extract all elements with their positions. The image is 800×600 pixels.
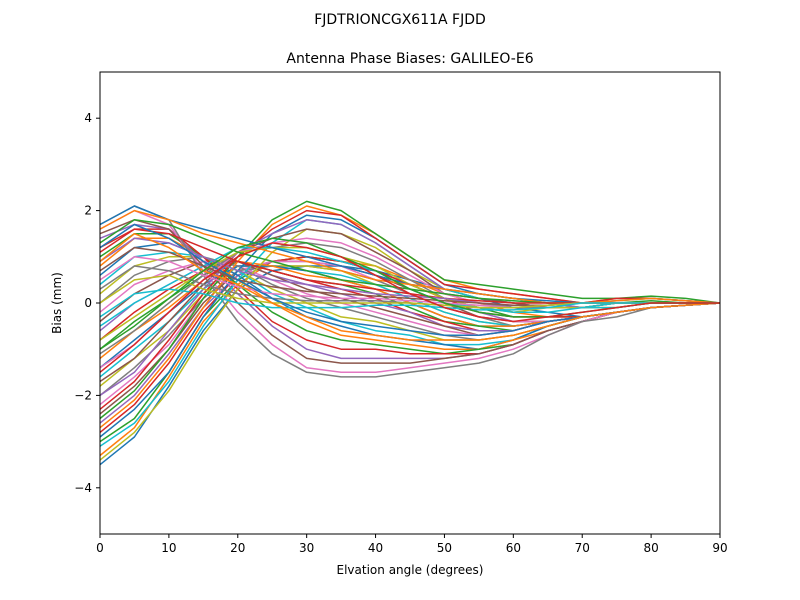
y-tick-label: −4 — [74, 481, 92, 495]
x-tick-label: 0 — [96, 541, 104, 555]
x-tick-label: 80 — [643, 541, 658, 555]
series-line-50 — [99, 288, 720, 318]
x-tick-label: 10 — [161, 541, 176, 555]
y-axis: −4 −2 0 2 4 — [74, 111, 100, 495]
x-tick-label: 30 — [299, 541, 314, 555]
plot-area — [99, 71, 721, 535]
x-tick-label: 90 — [712, 541, 727, 555]
x-tick-label: 20 — [230, 541, 245, 555]
chart-title: Antenna Phase Biases: GALILEO-E6 — [286, 51, 533, 67]
x-tick-label: 50 — [437, 541, 452, 555]
y-axis-label: Bias (mm) — [50, 272, 64, 334]
y-tick-label: 4 — [84, 111, 92, 125]
series-layer — [99, 200, 721, 466]
x-tick-label: 70 — [575, 541, 590, 555]
series-line-42 — [99, 209, 721, 304]
y-tick-label: −2 — [74, 388, 92, 402]
x-axis-label: Elvation angle (degrees) — [337, 563, 484, 577]
x-tick-label: 40 — [368, 541, 383, 555]
y-tick-label: 0 — [84, 296, 92, 310]
series-line-54 — [99, 242, 720, 373]
figure-suptitle: FJDTRIONCGX611A FJDD — [314, 12, 486, 28]
x-tick-label: 60 — [506, 541, 521, 555]
y-tick-label: 2 — [84, 204, 92, 218]
x-axis: 0 10 20 30 40 50 60 70 80 90 — [96, 534, 728, 555]
